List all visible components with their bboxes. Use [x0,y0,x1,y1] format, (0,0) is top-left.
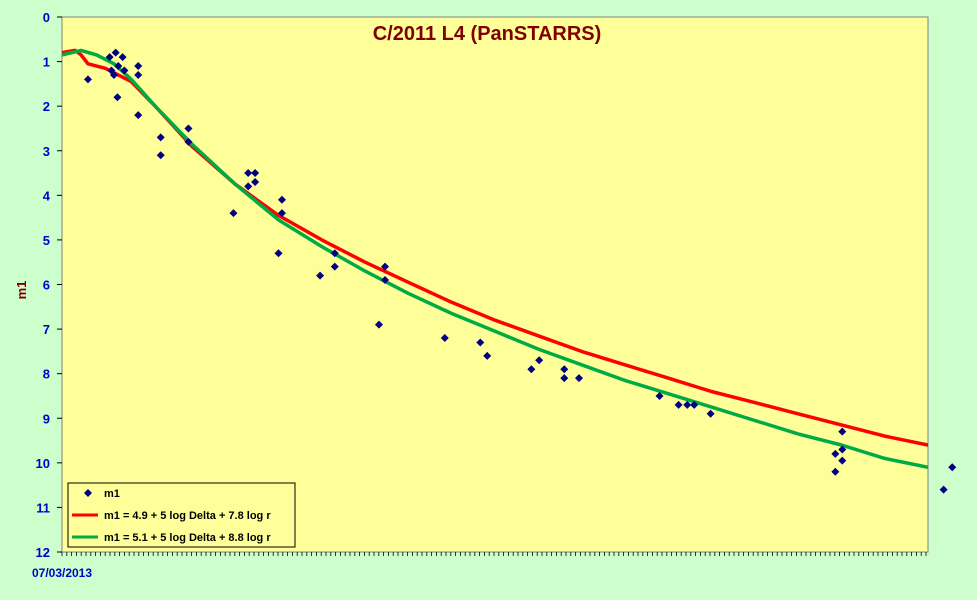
observation-point [134,70,143,79]
observation-point [277,209,286,218]
observation-point [184,124,193,133]
chart-title: C/2011 L4 (PanSTARRS) [373,23,602,45]
observation-point [838,427,847,436]
observation-point [838,456,847,465]
observation-point [105,53,114,62]
observation-point [184,137,193,146]
observation-point [476,338,485,347]
legend-label-observed: m1 [104,488,120,500]
observation-point [683,400,692,409]
observation-point [690,400,699,409]
legend: m1 m1 = 4.9 + 5 log Delta + 7.8 log r m1… [67,482,296,548]
observation-point [113,93,122,102]
y-tick-label: 4 [43,188,51,203]
observation-point [251,169,260,178]
observation-point [244,182,253,191]
fit-line-green [62,48,928,470]
observation-point [674,400,683,409]
observation-point [948,463,957,472]
legend-label-fit1: m1 = 4.9 + 5 log Delta + 7.8 log r [104,510,271,522]
observation-point [244,169,253,178]
observation-point [277,195,286,204]
observation-point [118,53,127,62]
observation-point [831,467,840,476]
observation-point [381,276,390,285]
observation-point [374,320,383,329]
observation-point [831,449,840,458]
y-tick-label: 2 [43,99,50,114]
y-tick-label: 12 [36,545,50,560]
y-tick-label: 1 [43,55,50,70]
observation-point [120,66,129,75]
observation-point [83,75,92,84]
observation-point [838,445,847,454]
y-tick-label: 5 [43,233,50,248]
observation-point [575,374,584,383]
observation-point [440,334,449,342]
observation-point [330,262,339,271]
observation-point [706,409,715,418]
plot-area [61,16,929,553]
observation-point [330,249,339,258]
y-tick-label: 6 [43,278,50,293]
observation-point [381,262,390,271]
observation-point [655,391,664,400]
y-tick-label: 7 [43,322,50,337]
y-tick-label: 0 [43,10,50,25]
observation-point [114,62,123,71]
observation-point [134,111,143,120]
observation-point [109,70,118,79]
legend-label-fit2: m1 = 5.1 + 5 log Delta + 8.8 log r [104,532,271,544]
x-tick-label: 07/03/2013 [32,566,92,580]
observation-point [560,374,569,383]
observation-point [274,249,283,258]
y-tick-label: 10 [36,456,50,471]
y-axis-label: m1 [14,281,29,300]
observation-point [939,485,948,494]
observation-point [111,48,120,57]
observation-point [156,151,165,160]
observation-point [251,177,260,186]
legend-marker-observed [84,489,92,497]
observations [83,48,957,494]
observation-point [527,365,536,374]
observation-point [560,365,569,374]
observation-point [483,351,492,360]
y-tick-label: 8 [43,367,50,382]
y-tick-label: 11 [36,500,50,515]
fit-lines [62,48,928,470]
observation-point [316,271,325,280]
observation-point [134,62,143,71]
observation-point [535,356,544,365]
fit-line-red [62,48,928,447]
observation-point [229,209,238,218]
legend-box [67,482,296,548]
observation-point [156,133,165,142]
y-tick-label: 9 [43,411,50,426]
y-tick-label: 3 [43,144,50,159]
